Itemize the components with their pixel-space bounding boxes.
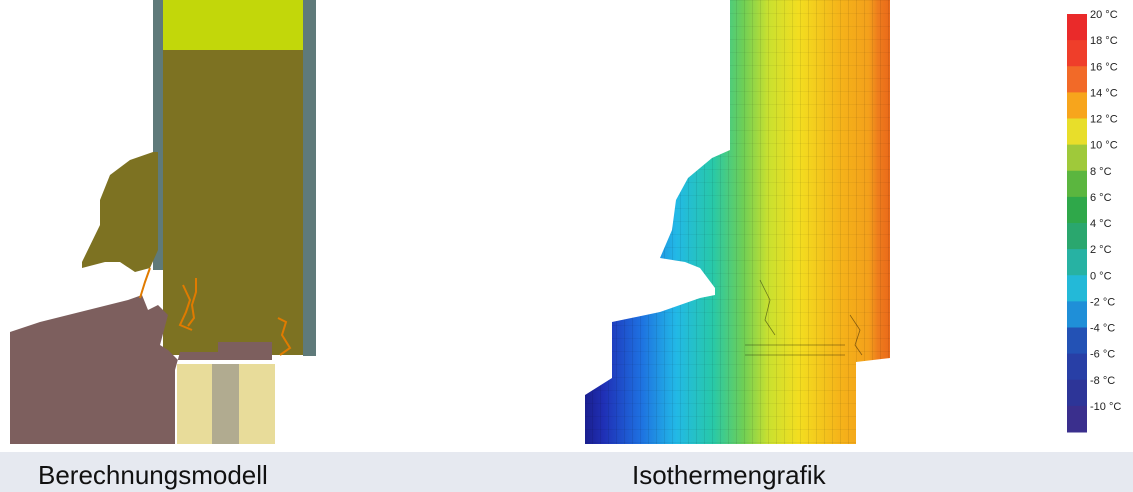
scale-label: 12 °C xyxy=(1090,114,1118,126)
calculation-model xyxy=(10,0,316,444)
scale-swatch xyxy=(1067,92,1087,119)
scale-swatch xyxy=(1067,40,1087,67)
scale-label: -4 °C xyxy=(1090,323,1115,335)
sill-profile xyxy=(10,295,272,444)
seal-lines xyxy=(139,267,292,356)
scale-label: -6 °C xyxy=(1090,349,1115,361)
scale-label: 4 °C xyxy=(1090,218,1112,230)
scale-swatch xyxy=(1067,301,1087,328)
caption-isotherm-graphic: Isothermengrafik xyxy=(632,460,826,490)
scale-swatch xyxy=(1067,66,1087,93)
inner-frame-right xyxy=(303,0,316,356)
scale-swatch xyxy=(1067,249,1087,276)
scale-label: 2 °C xyxy=(1090,244,1112,256)
scale-label: 18 °C xyxy=(1090,35,1118,47)
scale-swatch xyxy=(1067,196,1087,224)
caption-calculation-model: Berechnungsmodell xyxy=(38,460,268,490)
temperature-scale: 20 °C 18 °C 16 °C 14 °C 12 °C 10 °C 8 °C 6 °C 4 … xyxy=(1067,9,1121,433)
scale-swatch xyxy=(1067,275,1087,302)
glass-panel xyxy=(163,50,303,355)
insulation-core xyxy=(212,364,239,444)
sash-profile xyxy=(82,152,158,272)
isotherm-detail-lines xyxy=(745,279,863,356)
scale-label: 16 °C xyxy=(1090,61,1118,73)
scale-swatch xyxy=(1067,118,1087,146)
scale-label: 6 °C xyxy=(1090,192,1112,204)
inner-frame-left xyxy=(153,0,163,270)
scale-swatch xyxy=(1067,405,1087,433)
scale-label: -2 °C xyxy=(1090,296,1115,308)
scale-swatch xyxy=(1067,327,1087,355)
scale-swatch xyxy=(1067,170,1087,198)
scale-label: -8 °C xyxy=(1090,375,1115,387)
scale-swatch xyxy=(1067,14,1087,41)
caption-bar xyxy=(0,452,1133,492)
isotherm-graphic xyxy=(585,0,890,444)
scale-swatch xyxy=(1067,144,1087,172)
scale-label: 10 °C xyxy=(1090,140,1118,152)
scale-label: 0 °C xyxy=(1090,270,1112,282)
scale-label: 20 °C xyxy=(1090,9,1118,21)
glass-seal xyxy=(163,0,303,50)
scale-swatch xyxy=(1067,223,1087,250)
scale-label: 8 °C xyxy=(1090,166,1112,178)
scale-swatch xyxy=(1067,353,1087,381)
scale-swatch xyxy=(1067,379,1087,407)
isotherm-mesh-horizontal xyxy=(585,0,890,444)
scale-label: 14 °C xyxy=(1090,87,1118,99)
scale-label: -10 °C xyxy=(1090,401,1121,413)
figure-canvas: 20 °C 18 °C 16 °C 14 °C 12 °C 10 °C 8 °C 6 °C 4 … xyxy=(10,0,1121,444)
